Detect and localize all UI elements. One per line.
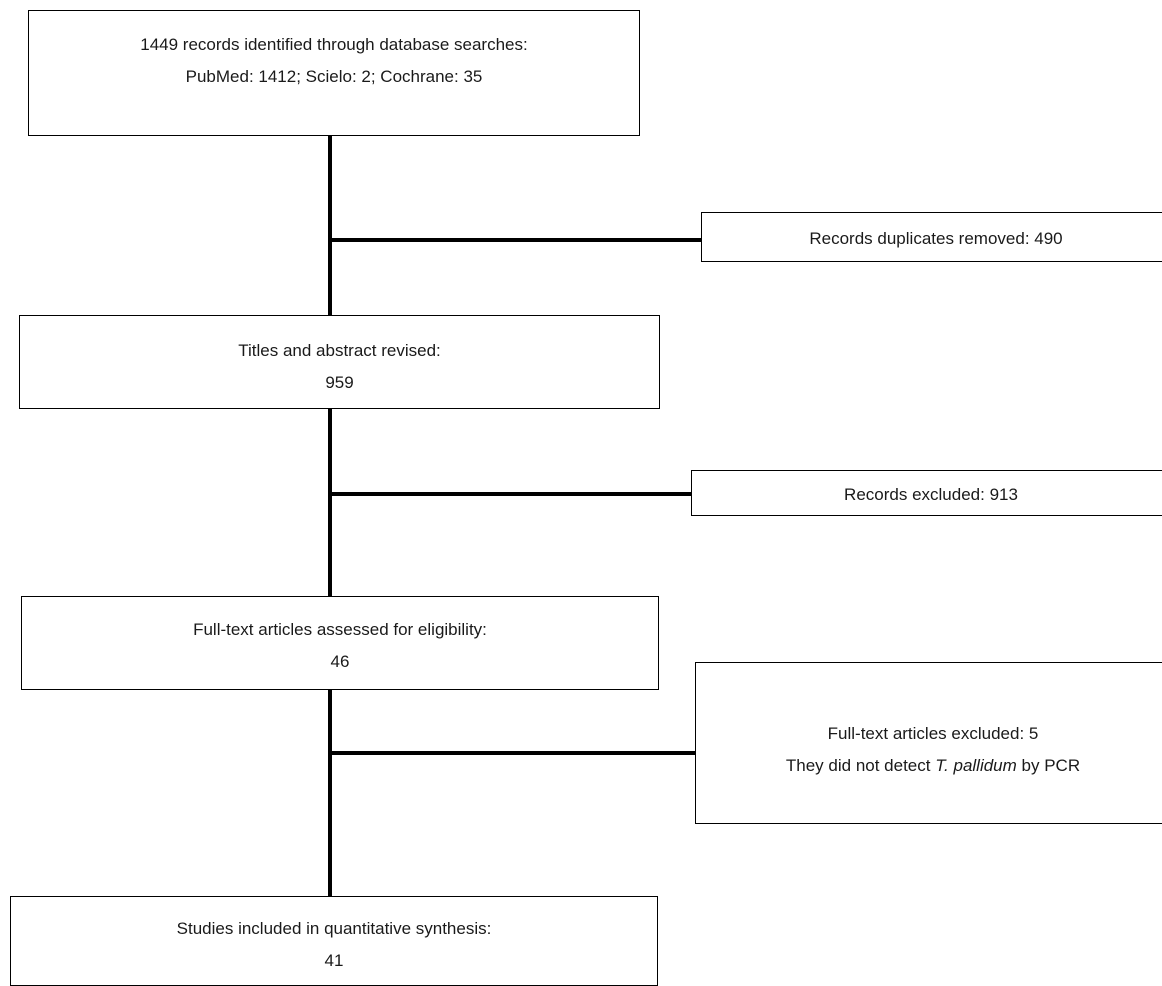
duplicates-removed-box: Records duplicates removed: 490 [701, 212, 1162, 262]
fulltext-assessed-box: Full-text articles assessed for eligibil… [21, 596, 659, 690]
connector-vertical-2 [328, 409, 332, 596]
reason-suffix: by PCR [1016, 756, 1081, 775]
titles-revised-count: 959 [325, 373, 354, 392]
duplicates-removed-label: Records duplicates removed: 490 [809, 229, 1063, 248]
connector-to-records-excluded [328, 492, 691, 496]
records-excluded-box: Records excluded: 913 [691, 470, 1162, 516]
fulltext-assessed-label: Full-text articles assessed for eligibil… [193, 620, 487, 639]
reason-organism: T. pallidum [935, 756, 1017, 775]
records-identified-box: 1449 records identified through database… [28, 10, 640, 136]
reason-prefix: They did not detect [785, 756, 936, 775]
records-excluded-label: Records excluded: 913 [844, 485, 1018, 504]
titles-revised-box: Titles and abstract revised: 959 [19, 315, 660, 409]
studies-included-count: 41 [324, 951, 344, 970]
fulltext-assessed-count: 46 [330, 652, 350, 671]
studies-included-label: Studies included in quantitative synthes… [176, 919, 492, 938]
titles-revised-label: Titles and abstract revised: [238, 341, 441, 360]
records-identified-count: 1449 records identified through database… [140, 35, 528, 54]
connector-to-fulltext-excluded [328, 751, 695, 755]
connector-to-duplicates [328, 238, 701, 242]
records-identified-sources: PubMed: 1412; Scielo: 2; Cochrane: 35 [185, 67, 483, 86]
fulltext-excluded-label: Full-text articles excluded: 5 [827, 724, 1039, 743]
connector-vertical-1 [328, 136, 332, 315]
connector-vertical-3 [328, 690, 332, 896]
fulltext-excluded-reason: They did not detect T. pallidum by PCR [696, 756, 1162, 776]
studies-included-box: Studies included in quantitative synthes… [10, 896, 658, 986]
fulltext-excluded-box: Full-text articles excluded: 5 They did … [695, 662, 1162, 824]
